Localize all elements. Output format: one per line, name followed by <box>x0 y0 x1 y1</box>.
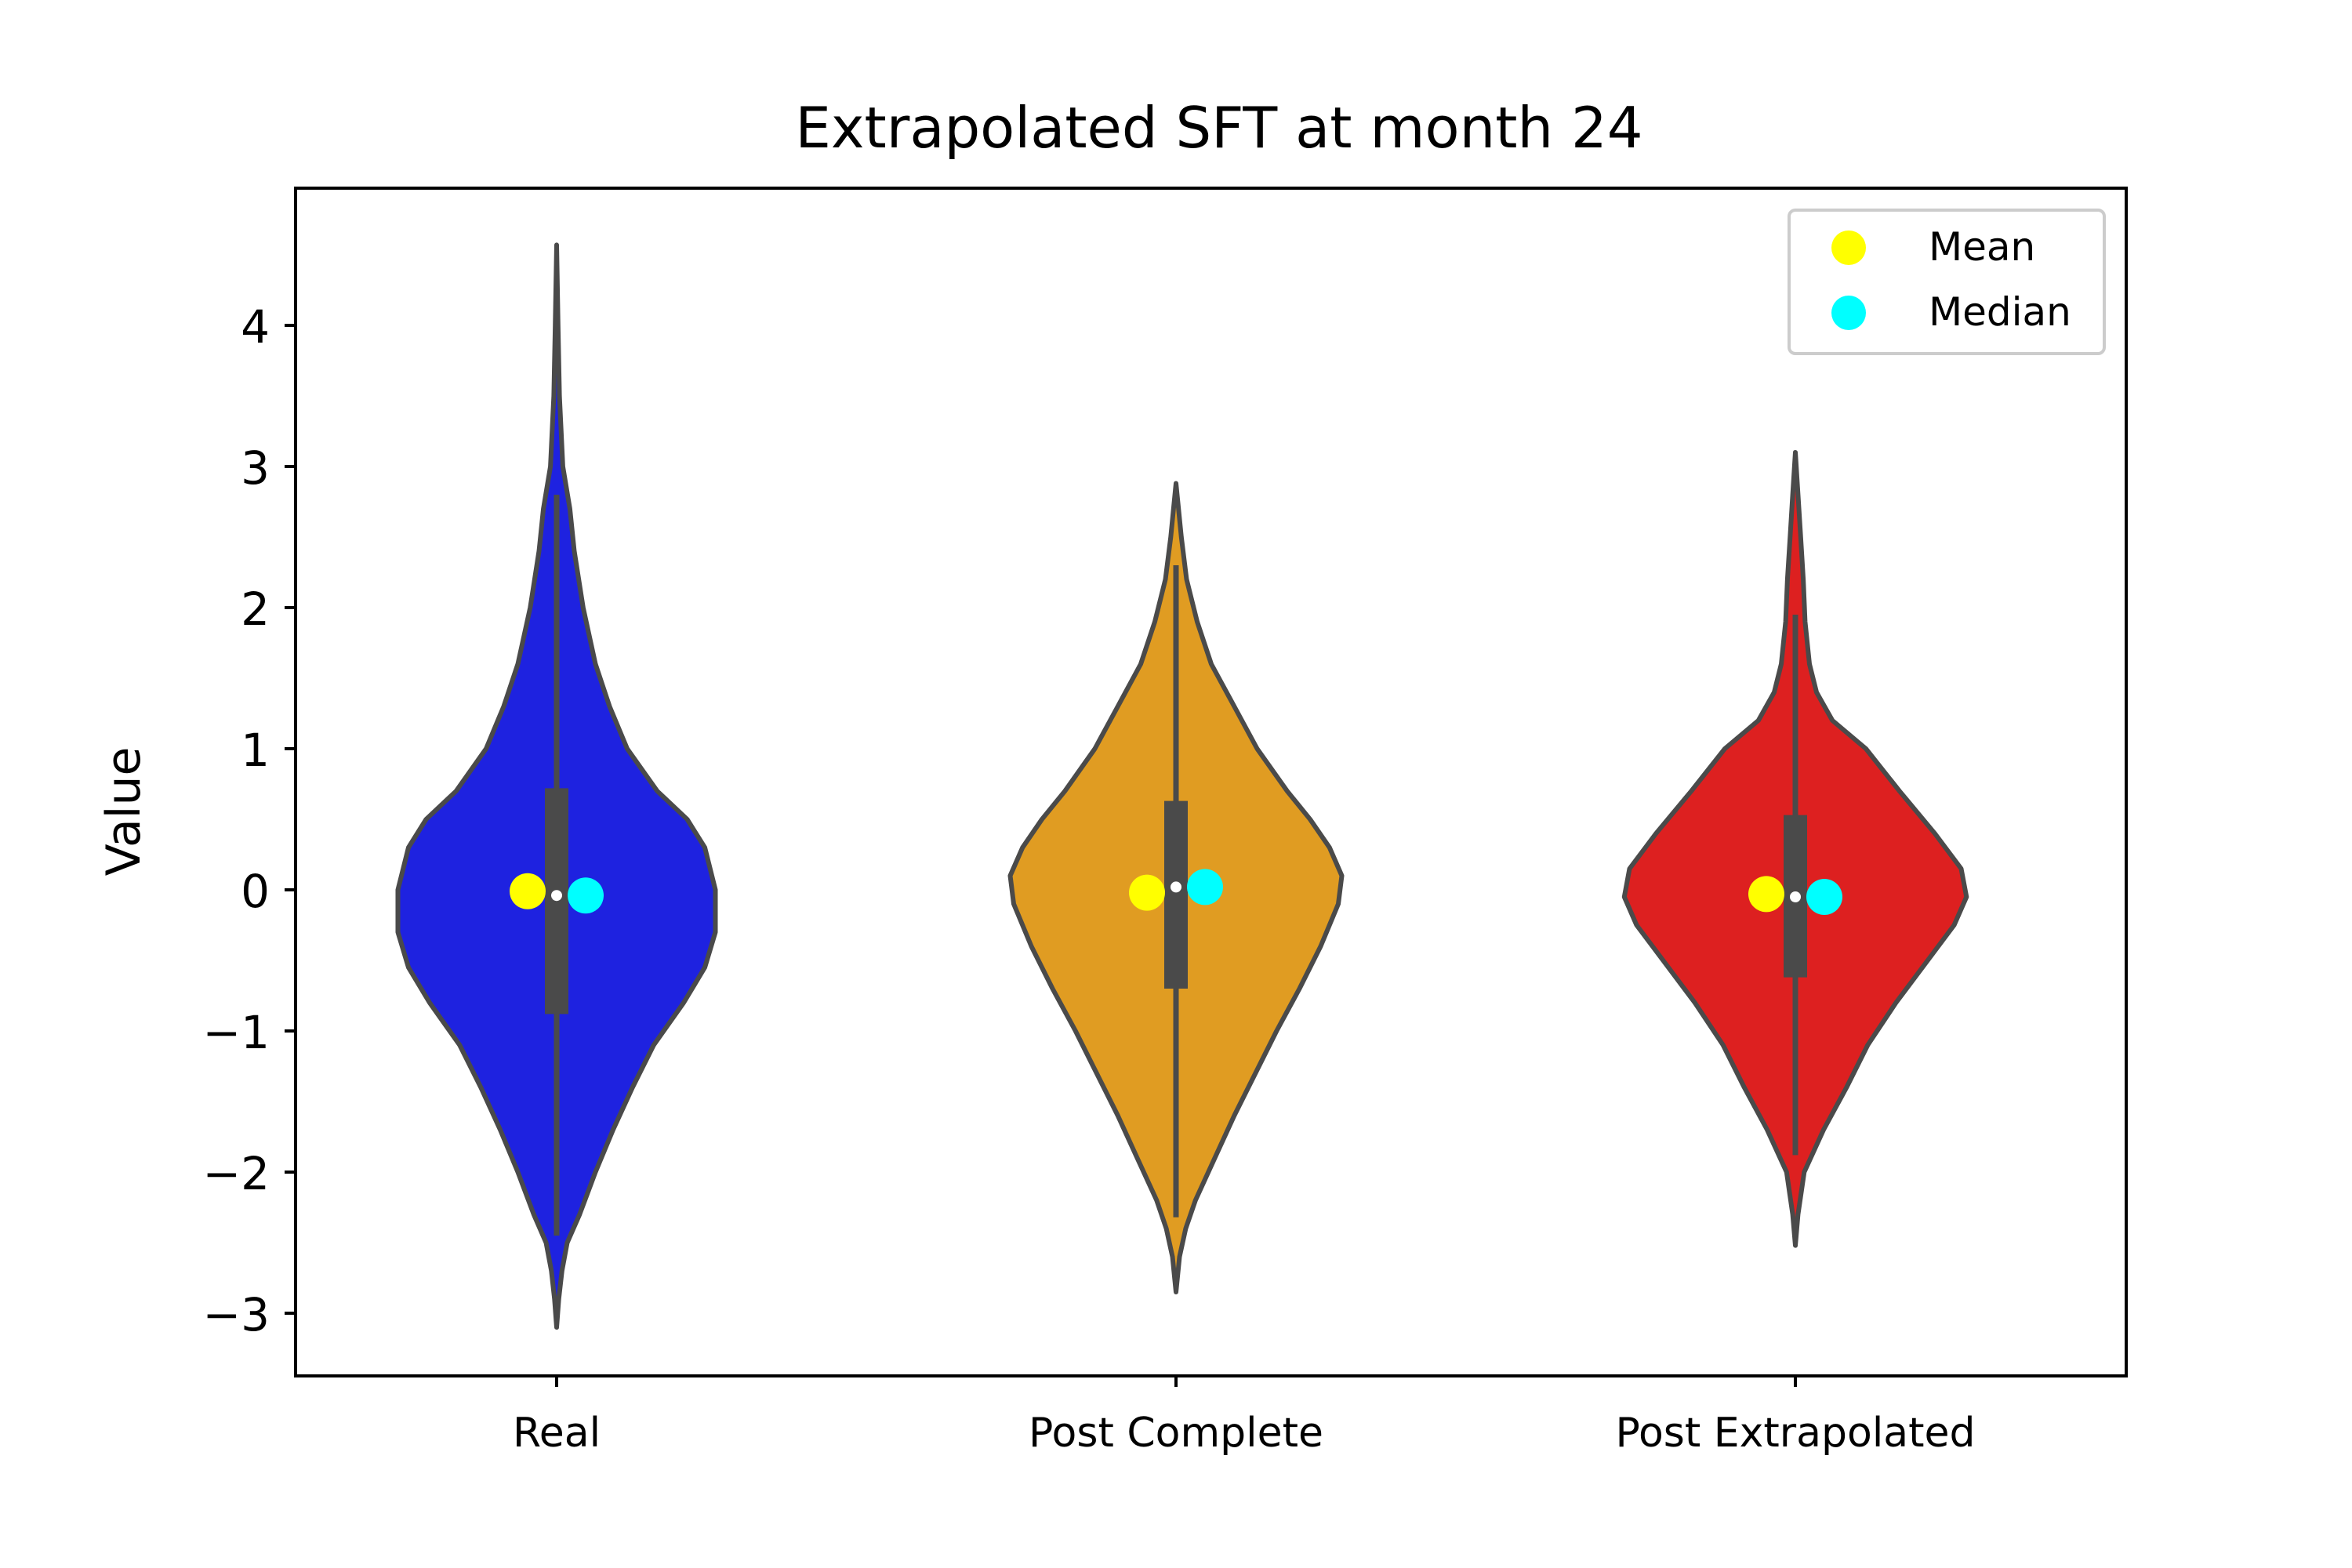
legend-median-label: Median <box>1929 289 2071 335</box>
legend: Mean Median <box>1788 209 2106 355</box>
x-axis: Real Post Complete Post Extrapolated <box>513 1376 1976 1457</box>
y-tick-label: −2 <box>203 1147 270 1200</box>
boxes-group <box>545 495 1807 1236</box>
violin-iqr-box <box>545 788 568 1014</box>
y-axis: −3 −2 −1 0 1 2 3 4 <box>203 300 296 1341</box>
violin-iqr-box <box>1164 800 1188 989</box>
mean-marker <box>1748 876 1784 913</box>
y-axis-label: Value <box>96 747 151 877</box>
mean-marker <box>1129 874 1165 911</box>
y-tick-label: 4 <box>241 300 270 354</box>
median-marker <box>1806 879 1842 915</box>
y-tick-label: 0 <box>241 865 270 918</box>
chart-title: Extrapolated SFT at month 24 <box>795 95 1642 161</box>
violin-median-dot <box>551 890 562 902</box>
y-tick-label: 3 <box>241 441 270 495</box>
y-tick-label: 1 <box>241 724 270 777</box>
median-marker <box>568 877 604 914</box>
violin-median-dot <box>1171 881 1181 893</box>
plot-frame <box>294 187 2128 1377</box>
legend-median-marker <box>1831 296 1866 330</box>
legend-box <box>1788 209 2106 355</box>
y-tick-label: −3 <box>203 1288 270 1341</box>
x-tick-label: Post Extrapolated <box>1615 1410 1975 1457</box>
x-tick-label: Post Complete <box>1029 1410 1323 1457</box>
y-tick-label: −1 <box>203 1006 270 1059</box>
violin-median-dot <box>1790 891 1801 902</box>
x-tick-label: Real <box>513 1410 601 1457</box>
markers-group <box>510 869 1842 915</box>
y-tick-label: 2 <box>241 583 270 636</box>
median-marker <box>1187 869 1223 906</box>
legend-mean-label: Mean <box>1929 224 2035 270</box>
mean-marker <box>510 873 546 909</box>
legend-mean-marker <box>1831 230 1866 265</box>
